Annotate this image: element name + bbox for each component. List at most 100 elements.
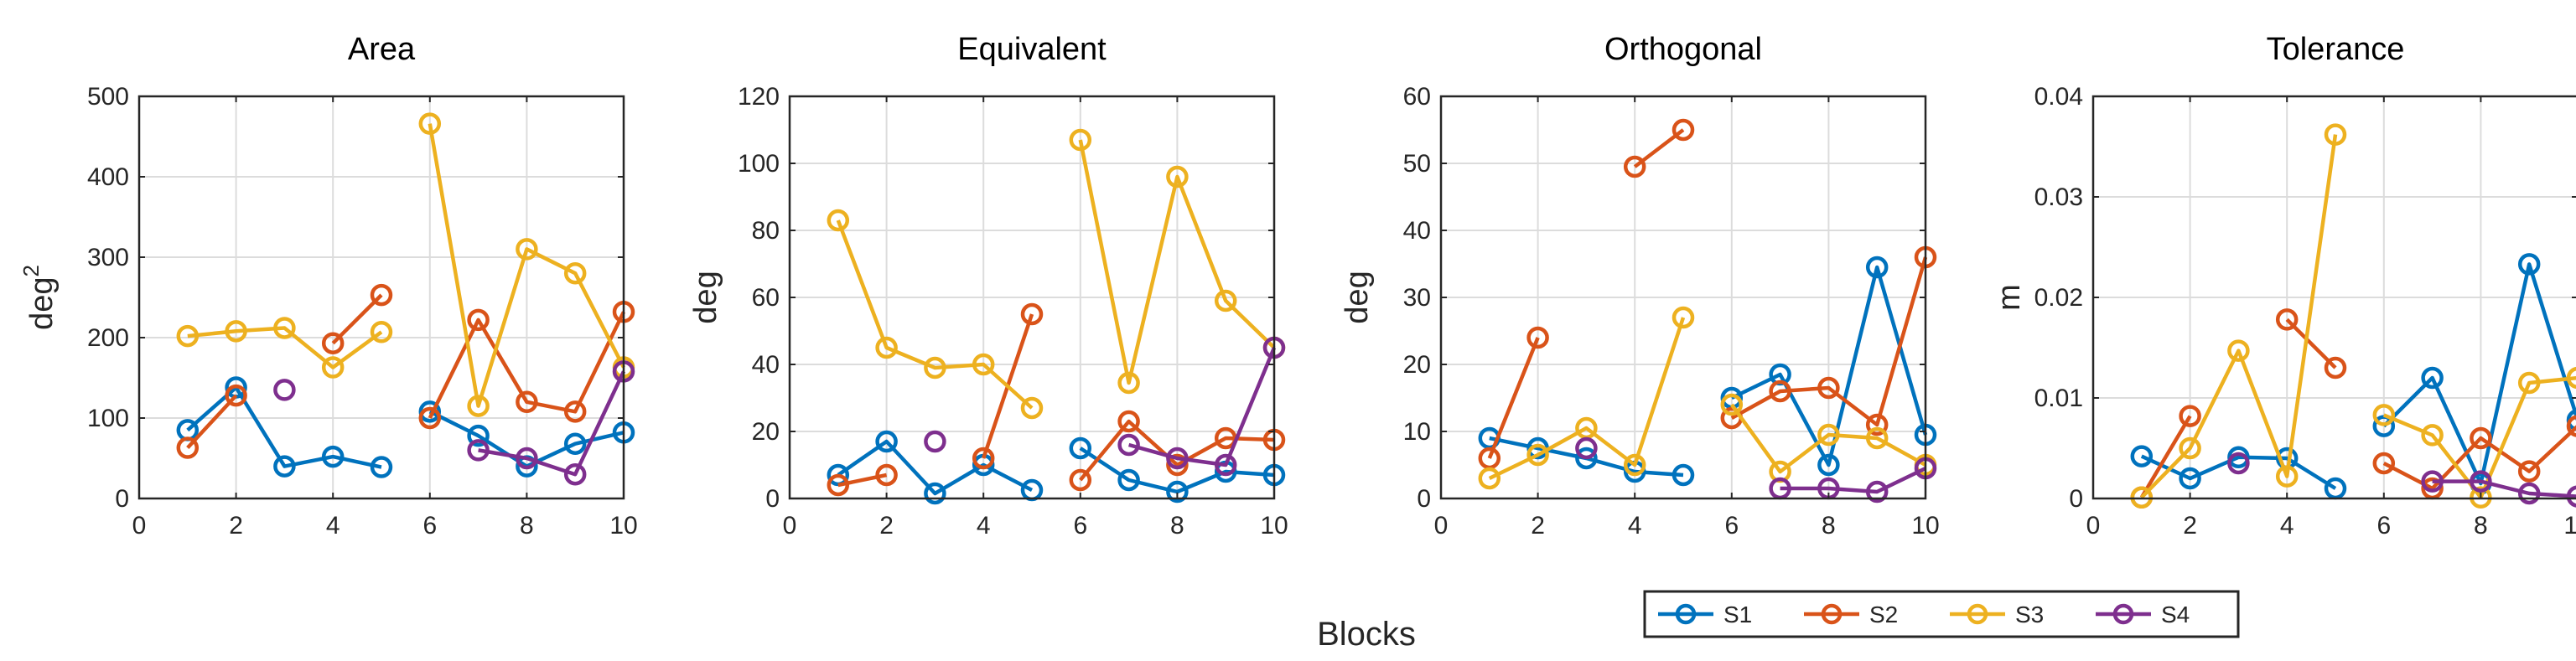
data-point — [467, 439, 490, 462]
data-point — [1020, 396, 1044, 420]
data-point — [827, 473, 850, 497]
y-tick-label: 60 — [1403, 83, 1431, 111]
data-point — [2421, 366, 2444, 390]
data-point — [563, 261, 587, 285]
y-tick-label: 120 — [738, 83, 780, 111]
series-line — [837, 439, 1034, 496]
legend-marker — [1675, 603, 1697, 625]
y-tick-label: 0.04 — [2034, 83, 2083, 111]
data-point — [875, 430, 898, 453]
legend-marker — [1821, 603, 1843, 625]
series-line — [186, 394, 238, 450]
y-tick-label: 100 — [738, 150, 780, 178]
data-point — [972, 447, 995, 470]
data-point — [924, 430, 946, 453]
legend-entry-s4: S4 — [2096, 602, 2190, 627]
chart-title: Equivalent — [957, 32, 1107, 67]
x-tick-label: 10 — [2563, 512, 2576, 540]
y-tick-label: 10 — [1403, 418, 1431, 446]
data-point — [370, 283, 393, 307]
data-point — [1214, 453, 1237, 477]
x-tick-label: 10 — [1260, 512, 1288, 540]
legend-entry-s1: S1 — [1658, 602, 1752, 627]
y-axis-label: deg2 — [18, 265, 60, 330]
data-point — [563, 462, 587, 486]
series-s2 — [1478, 118, 1937, 470]
tick-labels: 0 2 4 6 8 10 0 0.01 0.02 0.03 0.04 — [2034, 83, 2576, 540]
data-point — [1865, 480, 1889, 503]
y-tick-label: 200 — [87, 324, 129, 352]
series-line — [836, 219, 1034, 410]
series-line — [1729, 403, 1927, 474]
data-point — [2179, 467, 2201, 490]
data-point — [1117, 410, 1140, 433]
data-point — [2421, 424, 2444, 447]
data-point — [875, 463, 898, 487]
data-point — [924, 482, 946, 505]
y-tick-label: 40 — [752, 351, 780, 379]
y-tick-label: 0 — [2069, 485, 2083, 513]
data-point — [875, 336, 898, 359]
data-point — [1623, 155, 1646, 178]
data-point — [467, 424, 490, 447]
data-point — [516, 390, 538, 414]
series-line — [1079, 419, 1275, 482]
series-line — [1780, 466, 1926, 494]
data-point — [2275, 465, 2299, 488]
y-tick-label: 0 — [115, 485, 129, 513]
data-point — [1526, 326, 1549, 349]
y-tick-label: 500 — [87, 83, 129, 111]
data-point — [1166, 453, 1189, 477]
x-tick-label: 8 — [1170, 512, 1184, 540]
legend-label: S2 — [1869, 602, 1898, 627]
y-tick-label: 20 — [752, 418, 780, 446]
legend-entry-s2: S2 — [1804, 602, 1898, 627]
x-tick-label: 10 — [609, 512, 637, 540]
y-tick-label: 80 — [752, 217, 780, 245]
x-tick-label: 2 — [879, 512, 894, 540]
data-point — [2372, 452, 2396, 475]
data-point — [1865, 426, 1889, 450]
series-group — [2130, 123, 2576, 509]
data-point — [1865, 256, 1889, 279]
x-tick-label: 4 — [1628, 512, 1642, 540]
data-point — [2275, 308, 2299, 331]
data-point — [2517, 253, 2541, 276]
series-group — [827, 128, 1286, 505]
data-point — [1117, 468, 1140, 492]
series-line — [2432, 479, 2576, 498]
data-point — [827, 209, 850, 232]
series-s2 — [2130, 308, 2576, 509]
axes-box — [137, 95, 625, 500]
x-tick-label: 0 — [1434, 512, 1449, 540]
data-point — [1672, 118, 1695, 142]
y-tick-label: 300 — [87, 244, 129, 271]
series-line — [1078, 139, 1276, 385]
data-point — [2470, 470, 2492, 493]
data-point — [972, 353, 995, 376]
data-point — [2179, 436, 2201, 460]
legend-marker — [2112, 603, 2134, 625]
data-point — [1117, 433, 1140, 457]
data-point — [1166, 480, 1189, 503]
y-axis-label-superscript: 2 — [18, 265, 44, 276]
y-tick-label: 60 — [752, 284, 780, 312]
series-line — [186, 385, 382, 469]
data-point — [321, 332, 345, 354]
data-point — [1166, 165, 1189, 188]
y-tick-label: 0 — [765, 485, 780, 513]
series-line — [1079, 447, 1275, 494]
data-point — [1623, 453, 1646, 477]
data-point — [2566, 366, 2576, 390]
data-point — [1069, 468, 1092, 492]
data-point — [273, 379, 296, 401]
subplot-orthogonal: 0 2 4 6 8 10 0 10 20 30 40 50 60 Orthogonal deg — [1340, 32, 1940, 540]
series-line — [2285, 318, 2337, 369]
y-tick-label: 40 — [1403, 217, 1431, 245]
series-line — [1488, 317, 1686, 481]
data-point — [1865, 413, 1889, 436]
data-point — [2470, 426, 2492, 450]
